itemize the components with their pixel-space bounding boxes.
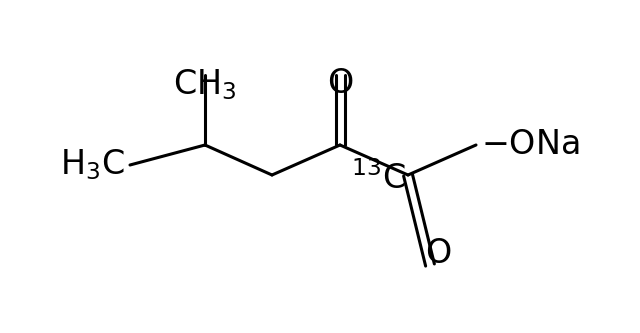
Text: CH$_3$: CH$_3$ <box>173 67 237 102</box>
Text: O: O <box>327 67 353 100</box>
Text: $-$ONa: $-$ONa <box>481 129 580 162</box>
Text: $^{13}$C: $^{13}$C <box>351 162 406 196</box>
Text: H$_3$C: H$_3$C <box>60 148 125 182</box>
Text: O: O <box>425 237 451 270</box>
